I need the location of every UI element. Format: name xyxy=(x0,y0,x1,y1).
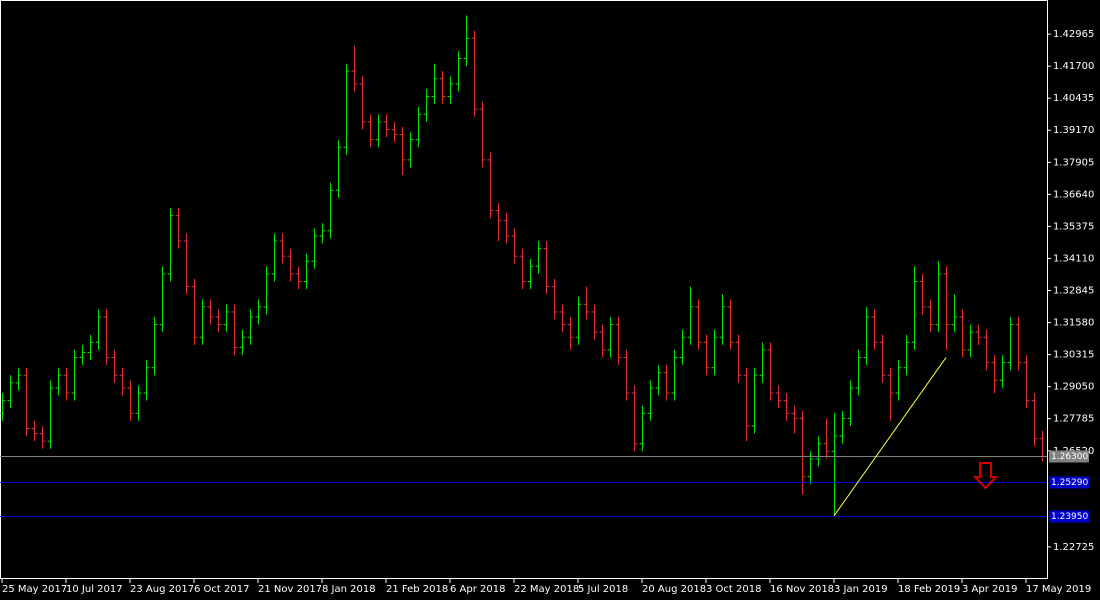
y-tick-label: 1.35375 xyxy=(1053,221,1094,232)
x-tick-label: 23 Aug 2017 xyxy=(130,584,194,595)
y-tick-label: 1.22725 xyxy=(1053,542,1094,553)
x-tick-label: 3 Jan 2019 xyxy=(834,584,888,595)
y-tick-label: 1.34110 xyxy=(1053,253,1094,264)
x-tick-label: 22 May 2018 xyxy=(514,584,579,595)
price-label-box xyxy=(1049,476,1089,489)
y-tick-label: 1.32845 xyxy=(1053,286,1094,297)
y-tick-label: 1.36640 xyxy=(1053,189,1094,200)
x-tick-label: 16 Nov 2018 xyxy=(770,584,834,595)
y-tick-label: 1.31580 xyxy=(1053,318,1094,329)
x-tick-label: 20 Aug 2018 xyxy=(642,584,706,595)
price-label-box xyxy=(1049,510,1089,523)
y-tick-label: 1.40435 xyxy=(1053,93,1094,104)
y-tick-label: 1.27785 xyxy=(1053,414,1094,425)
x-tick-label: 10 Jul 2017 xyxy=(66,584,123,595)
x-tick-label: 25 May 2017 xyxy=(2,584,67,595)
x-tick-label: 8 Jan 2018 xyxy=(322,584,376,595)
trendline xyxy=(833,357,947,517)
x-tick-label: 3 Oct 2018 xyxy=(706,584,761,595)
x-tick-label: 6 Apr 2018 xyxy=(450,584,505,595)
price-label: 1.23950 xyxy=(1051,512,1088,522)
x-tick-label: 21 Nov 2017 xyxy=(258,584,322,595)
x-tick-label: 3 Apr 2019 xyxy=(962,584,1017,595)
y-tick-label: 1.30315 xyxy=(1053,350,1094,361)
x-tick-label: 5 Jul 2018 xyxy=(578,584,628,595)
y-tick-label: 1.29050 xyxy=(1053,382,1094,393)
plot-frame xyxy=(0,0,1048,579)
y-tick-label: 1.37905 xyxy=(1053,157,1094,168)
y-tick-label: 1.42965 xyxy=(1053,29,1094,40)
x-tick-label: 18 Feb 2019 xyxy=(898,584,960,595)
sell-arrow xyxy=(972,462,999,490)
y-tick-label: 1.41700 xyxy=(1053,61,1094,72)
price-label-box xyxy=(1049,450,1089,463)
x-tick-label: 6 Oct 2017 xyxy=(194,584,249,595)
x-tick-label: 17 May 2019 xyxy=(1026,584,1091,595)
price-label: 1.26300 xyxy=(1051,452,1088,462)
x-tick-label: 21 Feb 2018 xyxy=(386,584,448,595)
price-label: 1.25290 xyxy=(1051,478,1088,488)
y-tick-label: 1.39170 xyxy=(1053,125,1094,136)
